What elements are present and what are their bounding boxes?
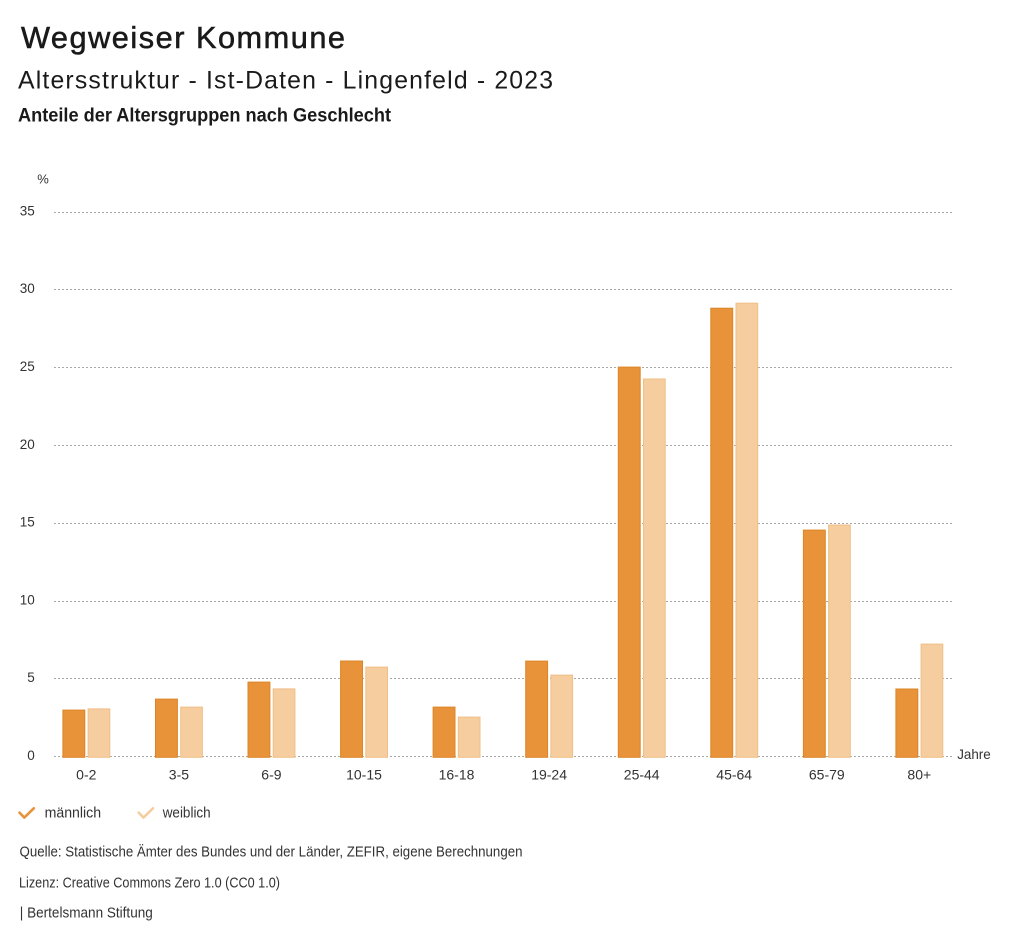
svg-text:19-24: 19-24 [531,766,567,782]
svg-text:| Bertelsmann Stiftung: | Bertelsmann Stiftung [20,905,153,922]
svg-text:%: % [37,171,49,186]
svg-text:Quelle: Statistische Ämter des: Quelle: Statistische Ämter des Bundes un… [20,844,523,861]
svg-text:3-5: 3-5 [169,766,189,782]
svg-text:20: 20 [20,437,35,452]
svg-text:10-15: 10-15 [346,766,382,782]
svg-text:16-18: 16-18 [439,766,475,782]
svg-text:5: 5 [27,670,35,685]
svg-text:Wegweiser Kommune: Wegweiser Kommune [21,20,345,55]
svg-text:25: 25 [20,359,35,374]
svg-text:35: 35 [20,203,35,218]
svg-text:Lizenz: Creative Commons Zero: Lizenz: Creative Commons Zero 1.0 (CC0 1… [19,874,280,891]
svg-text:weiblich: weiblich [162,804,211,821]
svg-text:Altersstruktur - Ist-Daten - L: Altersstruktur - Ist-Daten - Lingenfeld … [18,68,553,95]
svg-text:0: 0 [27,748,35,763]
svg-text:15: 15 [20,515,35,530]
svg-text:männlich: männlich [45,804,102,821]
svg-text:Anteile der Altersgruppen nach: Anteile der Altersgruppen nach Geschlech… [18,104,391,126]
svg-text:10: 10 [20,592,35,607]
svg-text:Jahre: Jahre [957,746,991,762]
svg-text:30: 30 [20,281,35,296]
svg-text:65-79: 65-79 [809,766,845,782]
svg-text:25-44: 25-44 [624,766,660,782]
svg-text:0-2: 0-2 [76,766,96,782]
svg-text:45-64: 45-64 [716,766,752,782]
svg-text:80+: 80+ [907,766,931,782]
svg-text:6-9: 6-9 [261,766,281,782]
